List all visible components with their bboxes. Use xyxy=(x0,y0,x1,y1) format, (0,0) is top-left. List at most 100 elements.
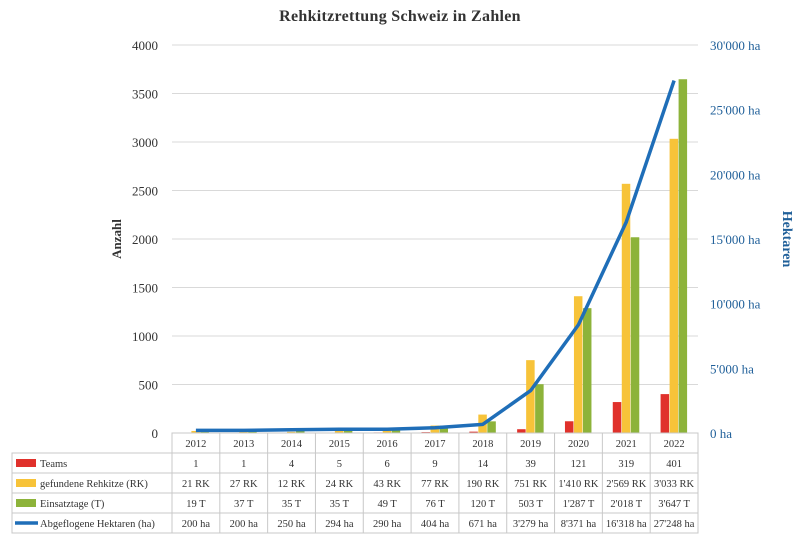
bar-einsatztage xyxy=(535,384,544,433)
bar-gefundene xyxy=(191,430,200,433)
bar-gefundene xyxy=(334,430,344,433)
y-tick-label: 1500 xyxy=(132,281,158,296)
table-cell: 43 RK xyxy=(373,479,401,490)
table-cell: 1 xyxy=(241,459,246,470)
y2-axis-title: Hektaren xyxy=(779,211,794,268)
table-cell: 121 xyxy=(571,459,587,470)
table-cell: 503 T xyxy=(518,499,543,510)
y-tick-label: 1000 xyxy=(132,329,158,344)
table-year: 2017 xyxy=(425,439,446,450)
table-cell: 120 T xyxy=(471,499,496,510)
y-tick-label: 500 xyxy=(139,378,159,393)
table-cell: 19 T xyxy=(186,499,206,510)
bar-gefundene xyxy=(669,138,679,433)
bar-gefundene xyxy=(621,183,631,433)
table-year: 2013 xyxy=(233,439,254,450)
table-cell: 2'569 RK xyxy=(606,479,647,490)
table-cell: 1'410 RK xyxy=(558,479,599,490)
table-cell: 76 T xyxy=(425,499,445,510)
y2-tick-label: 0 ha xyxy=(710,426,732,441)
bar-einsatztage xyxy=(439,425,448,433)
table-year: 2020 xyxy=(568,439,589,450)
y2-tick-label: 10'000 ha xyxy=(710,297,761,312)
table-year: 2019 xyxy=(520,439,541,450)
legend-label: Teams xyxy=(40,459,67,470)
line-hektaren xyxy=(195,80,676,433)
table-cell: 27'248 ha xyxy=(654,519,695,530)
y-tick-label: 2000 xyxy=(132,232,158,247)
legend-label: Abgeflogene Hektaren (ha) xyxy=(40,519,155,530)
y2-tick-label: 30'000 ha xyxy=(710,38,761,53)
bar-einsatztage xyxy=(487,421,496,433)
table-cell: 39 xyxy=(525,459,536,470)
bar-gefundene xyxy=(287,431,296,433)
table-row xyxy=(11,512,699,534)
bar-teams xyxy=(517,429,526,433)
y-tick-label: 2500 xyxy=(132,184,158,199)
table-cell: 200 ha xyxy=(230,519,259,530)
table-year: 2021 xyxy=(616,439,637,450)
table-cell: 35 T xyxy=(330,499,350,510)
table-cell: 77 RK xyxy=(421,479,449,490)
table-cell: 671 ha xyxy=(469,519,498,530)
legend-swatch xyxy=(16,479,36,487)
y-tick-label: 4000 xyxy=(132,38,158,53)
table-cell: 250 ha xyxy=(277,519,306,530)
y-tick-label: 0 xyxy=(152,426,159,441)
table-year: 2015 xyxy=(329,439,350,450)
table-cell: 401 xyxy=(666,459,682,470)
bar-teams xyxy=(660,394,670,433)
y-tick-label: 3000 xyxy=(132,135,158,150)
bar-teams xyxy=(612,402,622,433)
table-row xyxy=(11,452,699,474)
table-cell: 5 xyxy=(337,459,342,470)
table-cell: 200 ha xyxy=(182,519,211,530)
table-cell: 3'647 T xyxy=(658,499,690,510)
table-cell: 3'033 RK xyxy=(654,479,695,490)
bar-einsatztage xyxy=(678,79,688,433)
y-tick-label: 3500 xyxy=(132,87,158,102)
table-cell: 1'287 T xyxy=(563,499,595,510)
table-year: 2012 xyxy=(185,439,206,450)
bar-einsatztage xyxy=(343,429,353,433)
table-row xyxy=(11,492,699,514)
table-year: 2022 xyxy=(664,439,685,450)
table-cell: 4 xyxy=(289,459,295,470)
bar-gefundene xyxy=(526,360,535,433)
table-cell: 14 xyxy=(478,459,489,470)
table-cell: 35 T xyxy=(282,499,302,510)
y2-tick-label: 20'000 ha xyxy=(710,167,761,182)
legend-label: Einsatztage (T) xyxy=(40,499,105,510)
bar-einsatztage xyxy=(630,237,640,433)
table-year: 2014 xyxy=(281,439,303,450)
table-cell: 21 RK xyxy=(182,479,210,490)
legend-swatch xyxy=(16,459,36,467)
table-year: 2016 xyxy=(377,439,398,450)
table-cell: 751 RK xyxy=(514,479,547,490)
table-cell: 319 xyxy=(618,459,634,470)
bar-gefundene xyxy=(573,296,583,433)
table-cell: 3'279 ha xyxy=(513,519,549,530)
y2-tick-label: 5'000 ha xyxy=(710,361,754,376)
legend-swatch xyxy=(16,499,36,507)
table-cell: 2'018 T xyxy=(610,499,642,510)
y2-tick-label: 15'000 ha xyxy=(710,232,761,247)
y-axis-title: Anzahl xyxy=(109,219,124,259)
table-cell: 12 RK xyxy=(278,479,306,490)
table-cell: 27 RK xyxy=(230,479,258,490)
table-cell: 6 xyxy=(385,459,390,470)
legend-label: gefundene Rehkitze (RK) xyxy=(40,479,148,490)
table-cell: 404 ha xyxy=(421,519,450,530)
bar-teams xyxy=(469,431,478,433)
y2-tick-label: 25'000 ha xyxy=(710,103,761,118)
table-cell: 290 ha xyxy=(373,519,402,530)
table-year: 2018 xyxy=(472,439,493,450)
table-cell: 9 xyxy=(432,459,437,470)
table-cell: 294 ha xyxy=(325,519,354,530)
table-cell: 190 RK xyxy=(466,479,499,490)
table-cell: 1 xyxy=(193,459,198,470)
table-cell: 16'318 ha xyxy=(606,519,647,530)
chart-title: Rehkitzrettung Schweiz in Zahlen xyxy=(279,8,521,25)
bar-teams xyxy=(564,421,574,433)
